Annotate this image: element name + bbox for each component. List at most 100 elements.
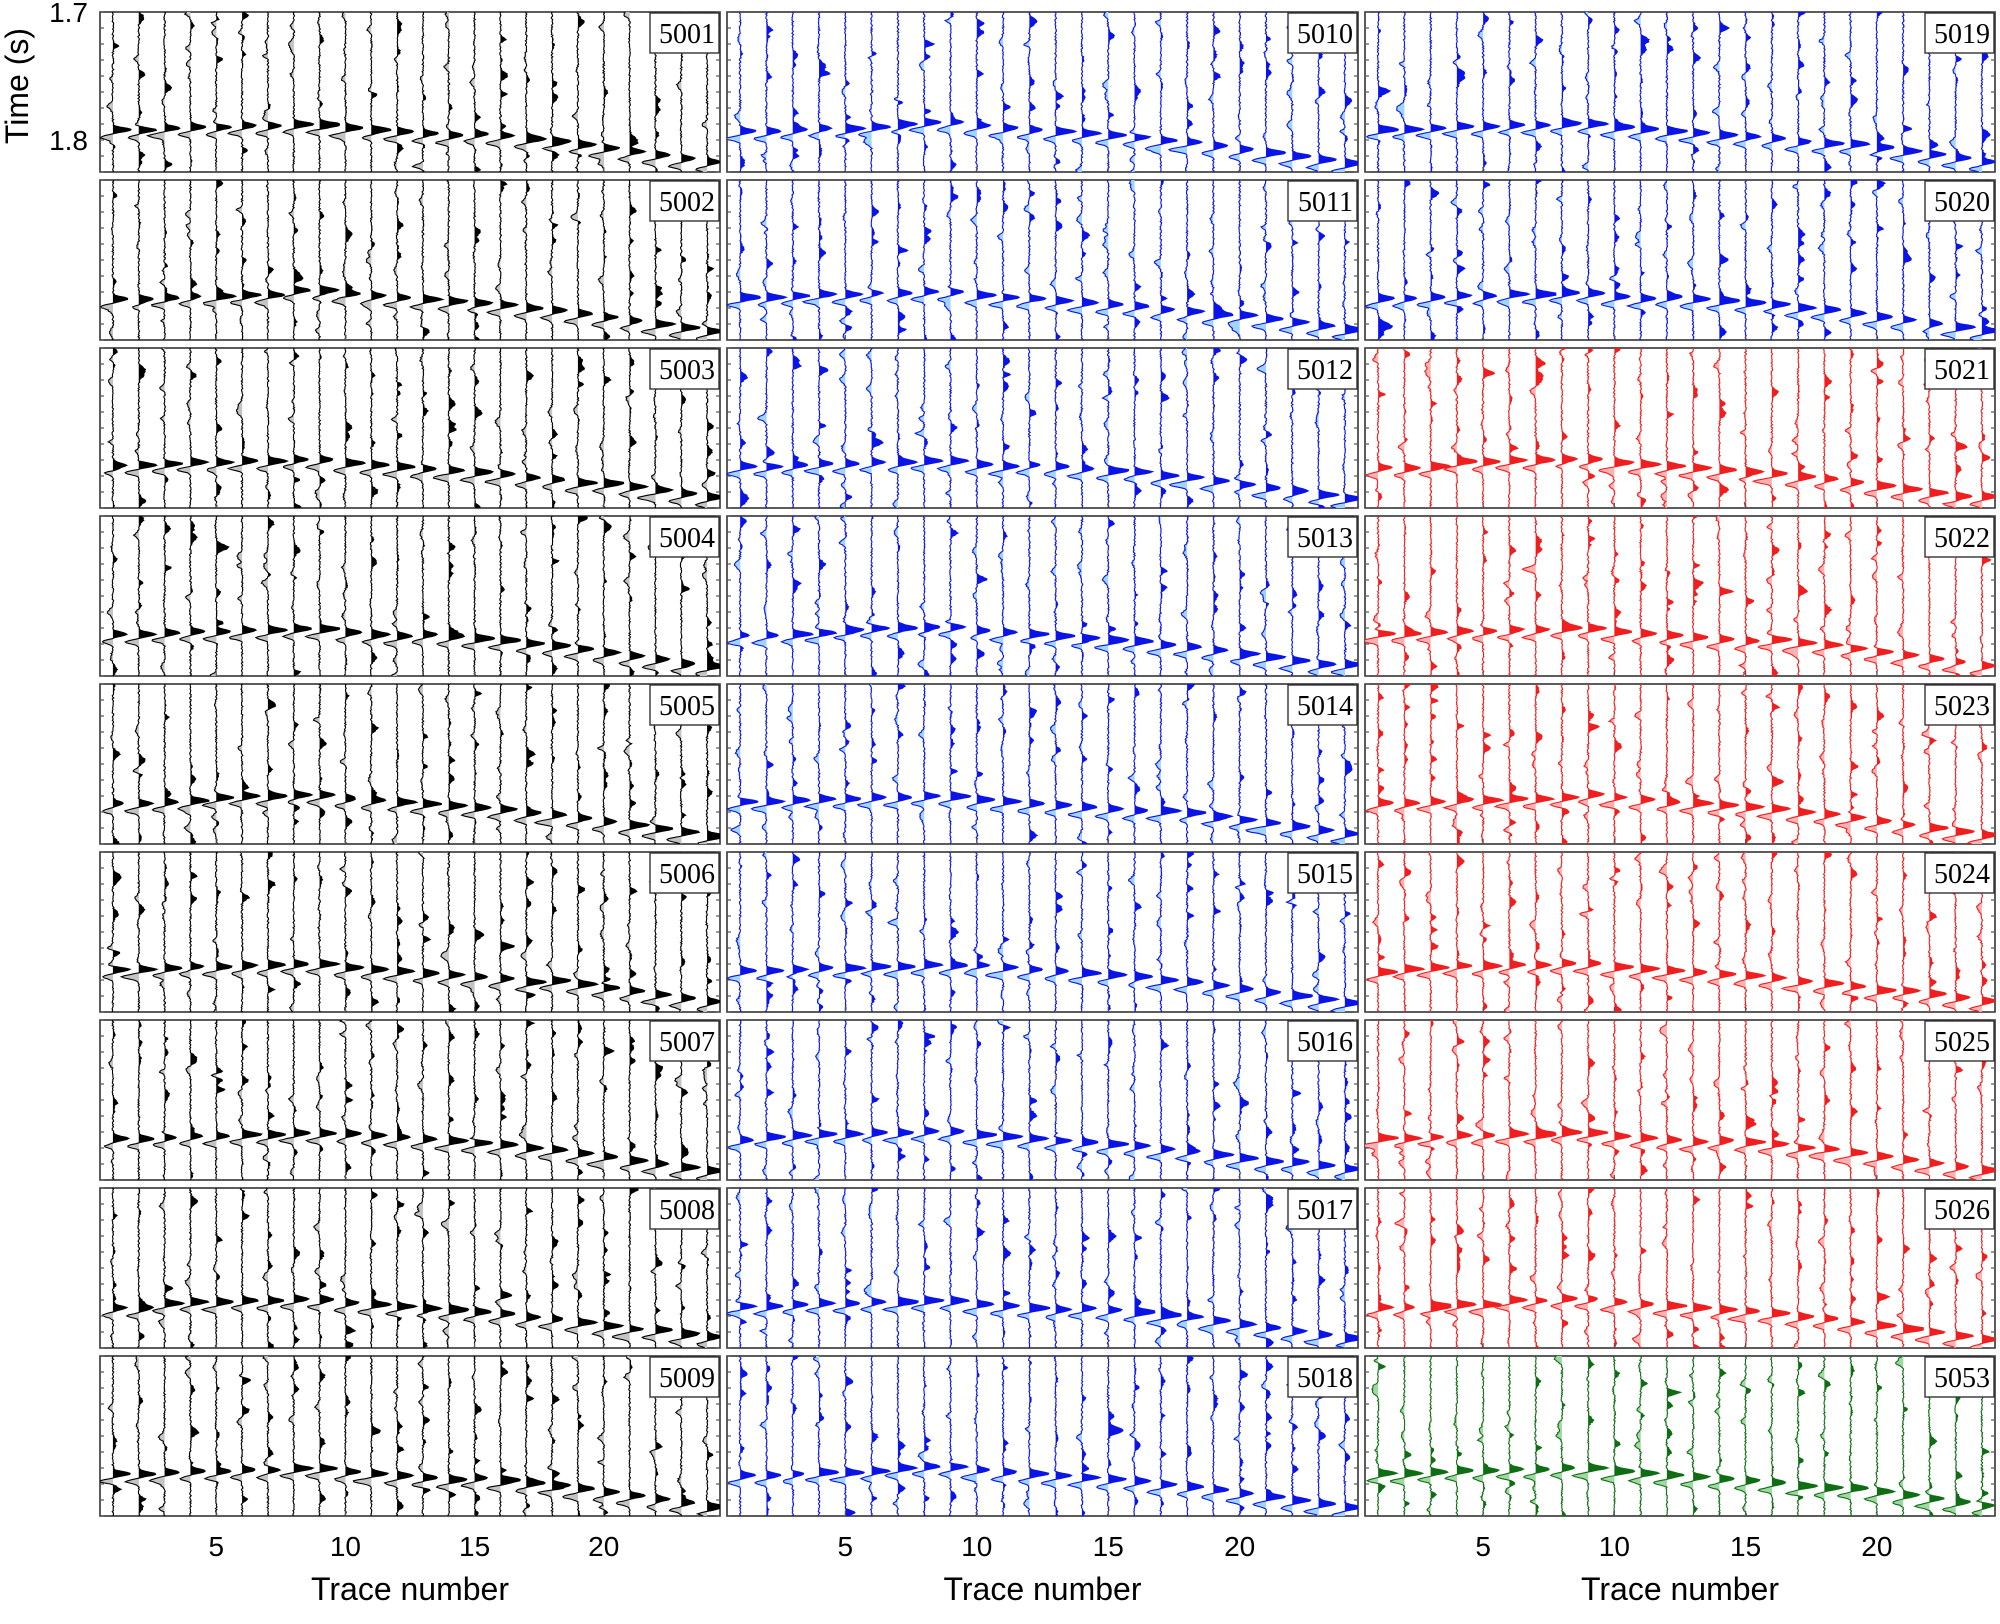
trace-wiggle bbox=[1250, 348, 1281, 508]
trace-wiggle bbox=[1862, 1020, 1894, 1180]
trace-panel: 5005 bbox=[99, 683, 721, 845]
trace-wiggle bbox=[1122, 12, 1152, 172]
trace-positive-fill bbox=[1265, 516, 1286, 676]
trace-negative-fill bbox=[464, 12, 475, 172]
trace-wiggle bbox=[1863, 348, 1897, 508]
trace-wiggle bbox=[1549, 684, 1581, 844]
trace-negative-fill bbox=[619, 516, 630, 676]
trace-wiggle bbox=[1225, 1020, 1259, 1180]
trace-negative-fill bbox=[1893, 852, 1904, 1012]
panel-label: 5015 bbox=[1297, 859, 1353, 890]
trace-wiggle bbox=[1097, 852, 1128, 1012]
trace-wiggle bbox=[1145, 684, 1183, 844]
trace-wiggle bbox=[1599, 852, 1634, 1012]
trace-wiggle bbox=[752, 1188, 784, 1348]
trace-positive-fill bbox=[1955, 1020, 1969, 1180]
trace-negative-fill bbox=[1679, 12, 1694, 172]
panel-label-box bbox=[649, 516, 720, 558]
trace-positive-fill bbox=[1430, 348, 1451, 508]
trace-wiggle bbox=[938, 516, 967, 676]
trace-negative-fill bbox=[1572, 1356, 1589, 1516]
panel-label-box bbox=[649, 180, 720, 222]
trace-negative-fill bbox=[207, 348, 217, 508]
trace-positive-fill bbox=[950, 348, 969, 508]
trace-wiggle bbox=[230, 1188, 259, 1348]
trace-wiggle bbox=[1146, 516, 1177, 676]
trace-panel: 5022 bbox=[1364, 515, 1996, 677]
trace-wiggle bbox=[1066, 180, 1100, 340]
trace-positive-fill bbox=[1693, 852, 1707, 1012]
trace-wiggle bbox=[780, 684, 812, 844]
trace-wiggle bbox=[176, 348, 210, 508]
trace-wiggle bbox=[360, 852, 390, 1012]
trace-wiggle bbox=[1095, 1356, 1127, 1516]
trace-panel: 5012 bbox=[726, 347, 1359, 509]
trace-wiggle bbox=[357, 1188, 393, 1348]
trace-wiggle bbox=[304, 516, 341, 676]
trace-wiggle bbox=[151, 348, 184, 508]
panel-label: 5004 bbox=[659, 523, 715, 554]
wiggle-traces bbox=[100, 12, 720, 172]
x-tick-label: 10 bbox=[330, 1531, 361, 1562]
trace-wiggle bbox=[1780, 852, 1814, 1012]
trace-wiggle bbox=[1016, 852, 1044, 1012]
trace-negative-fill bbox=[149, 1356, 165, 1516]
trace-wiggle bbox=[1758, 852, 1789, 1012]
trace-positive-fill bbox=[655, 516, 670, 676]
trace-negative-fill bbox=[305, 516, 320, 676]
trace-wiggle bbox=[123, 1356, 157, 1516]
trace-wiggle bbox=[807, 852, 834, 1012]
trace-positive-fill bbox=[1134, 684, 1148, 844]
trace-positive-fill bbox=[397, 1188, 417, 1348]
trace-negative-fill bbox=[1018, 1356, 1030, 1516]
trace-positive-fill bbox=[319, 516, 340, 676]
trace-wiggle bbox=[857, 12, 892, 172]
trace-wiggle bbox=[1168, 348, 1206, 508]
trace-wiggle bbox=[435, 1356, 468, 1516]
trace-positive-fill bbox=[707, 348, 720, 508]
trace-negative-fill bbox=[516, 516, 527, 676]
trace-wiggle bbox=[750, 516, 779, 676]
panel-label: 5017 bbox=[1297, 1195, 1353, 1226]
trace-negative-fill bbox=[255, 516, 268, 676]
wiggle-traces bbox=[102, 684, 720, 844]
trace-positive-fill bbox=[1929, 12, 1946, 172]
wiggle-traces bbox=[101, 1188, 720, 1348]
trace-wiggle bbox=[255, 12, 282, 172]
trace-negative-fill bbox=[384, 1356, 398, 1516]
trace-wiggle bbox=[1365, 348, 1394, 508]
trace-negative-fill bbox=[256, 684, 268, 844]
panel-frame bbox=[726, 851, 1359, 1013]
trace-wiggle bbox=[335, 516, 363, 676]
trace-wiggle bbox=[1044, 684, 1073, 844]
trace-positive-fill bbox=[1160, 348, 1179, 508]
trace-wiggle bbox=[1394, 1020, 1424, 1180]
trace-positive-fill bbox=[1666, 516, 1683, 676]
trace-wiggle bbox=[1705, 348, 1737, 508]
trace-positive-fill bbox=[1160, 1356, 1177, 1516]
trace-wiggle bbox=[256, 852, 287, 1012]
trace-wiggle bbox=[304, 1020, 338, 1180]
trace-positive-fill bbox=[1213, 516, 1228, 676]
trace-negative-fill bbox=[965, 180, 977, 340]
trace-wiggle bbox=[1225, 852, 1254, 1012]
panel-label: 5007 bbox=[659, 1027, 715, 1058]
trace-positive-fill bbox=[474, 1020, 493, 1180]
trace-wiggle bbox=[1810, 180, 1842, 340]
trace-positive-fill bbox=[766, 12, 781, 172]
trace-wiggle bbox=[884, 1356, 919, 1516]
trace-panel: 5010 bbox=[726, 11, 1359, 173]
trace-wiggle bbox=[311, 180, 340, 340]
trace-negative-fill bbox=[1578, 12, 1589, 172]
trace-wiggle bbox=[1418, 348, 1453, 508]
trace-negative-fill bbox=[1577, 1020, 1589, 1180]
trace-positive-fill bbox=[1666, 684, 1680, 844]
trace-wiggle bbox=[1527, 852, 1553, 1012]
trace-wiggle bbox=[255, 1020, 287, 1180]
trace-positive-fill bbox=[526, 1020, 544, 1180]
trace-wiggle bbox=[1892, 852, 1922, 1012]
trace-wiggle bbox=[1365, 516, 1397, 676]
trace-negative-fill bbox=[836, 12, 846, 172]
trace-wiggle bbox=[1168, 12, 1204, 172]
wiggle-traces bbox=[727, 1020, 1358, 1180]
